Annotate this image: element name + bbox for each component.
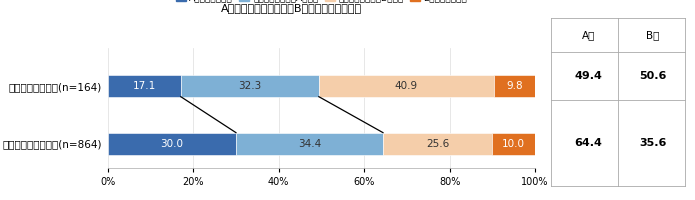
Bar: [181, 75, 319, 97]
Text: 50.6: 50.6: [639, 71, 667, 81]
Text: 32.3: 32.3: [238, 81, 261, 91]
Bar: [108, 133, 236, 155]
Bar: [236, 133, 383, 155]
Text: 40.9: 40.9: [395, 81, 418, 91]
Text: 34.4: 34.4: [298, 139, 321, 149]
Bar: [493, 75, 536, 97]
Text: 9.8: 9.8: [507, 81, 523, 91]
Bar: [108, 75, 181, 97]
Text: 10.0: 10.0: [502, 139, 525, 149]
Legend: Aのとおりである, どちらかというとAに近い, どちらかというとBに近い, Bのとおりである: Aのとおりである, どちらかというとAに近い, どちらかというとBに近い, Bの…: [172, 0, 471, 6]
Text: 25.6: 25.6: [426, 139, 450, 149]
Text: 49.4: 49.4: [575, 71, 603, 81]
Text: A計: A計: [582, 30, 595, 40]
Text: B計: B計: [646, 30, 660, 40]
Bar: [319, 75, 493, 97]
Text: A：公私分離（時間）／B：公私混合（時間）: A：公私分離（時間）／B：公私混合（時間）: [221, 3, 363, 13]
Text: 30.0: 30.0: [161, 139, 183, 149]
Text: 64.4: 64.4: [575, 138, 603, 148]
Bar: [492, 133, 535, 155]
Text: 35.6: 35.6: [639, 138, 667, 148]
Text: 17.1: 17.1: [133, 81, 156, 91]
Bar: [383, 133, 492, 155]
